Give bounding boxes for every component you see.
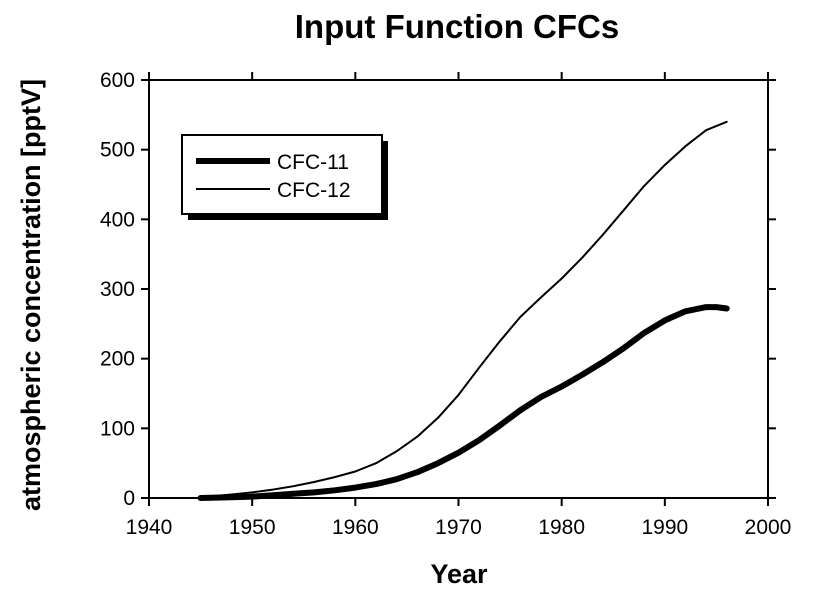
series-line-cfc-12 (199, 120, 728, 499)
legend-box (181, 134, 383, 215)
x-tick-label: 1970 (435, 516, 482, 539)
y-axis-label: atmospheric concentration [pptV] (16, 79, 46, 511)
x-tick-label: 1940 (126, 516, 173, 539)
legend-label-cfc-11: CFC-11 (277, 151, 349, 174)
legend-label-cfc-12: CFC-12 (277, 179, 351, 202)
x-axis-label: Year (430, 559, 488, 589)
y-tick-label: 100 (100, 417, 135, 440)
legend: CFC-11 CFC-12 (181, 134, 388, 220)
x-tick-label: 1950 (229, 516, 276, 539)
axis-ticks: 1940 1950 1960 1970 1980 1990 2000 0 100 200 300 40… (100, 69, 791, 539)
series-line-cfc-11 (197, 304, 730, 501)
series-lines (197, 120, 730, 501)
x-tick-label: 1980 (538, 516, 585, 539)
y-tick-label: 0 (123, 487, 135, 510)
x-tick-label: 2000 (745, 516, 792, 539)
x-tick-label: 1960 (332, 516, 379, 539)
chart-title: Input Function CFCs (295, 8, 619, 45)
y-tick-label: 300 (100, 278, 135, 301)
y-tick-label: 500 (100, 139, 135, 162)
y-tick-label: 200 (100, 348, 135, 371)
x-tick-label: 1990 (641, 516, 688, 539)
y-tick-label: 600 (100, 69, 135, 92)
plot-area: 1940 1950 1960 1970 1980 1990 2000 0 100 200 300 40… (100, 69, 791, 539)
y-tick-label: 400 (100, 208, 135, 231)
